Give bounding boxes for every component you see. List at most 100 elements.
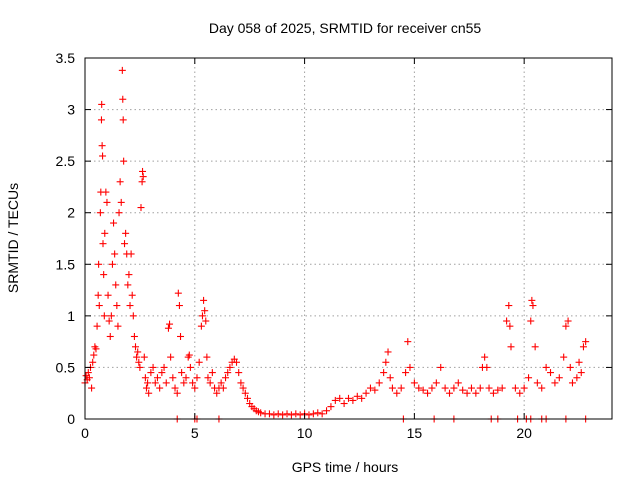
data-point — [206, 379, 214, 387]
data-point — [349, 396, 357, 404]
data-point — [560, 353, 568, 361]
data-point — [160, 363, 168, 371]
data-point — [144, 379, 152, 387]
data-point — [142, 384, 150, 392]
data-point — [175, 302, 183, 310]
data-point — [336, 394, 344, 402]
data-point — [224, 369, 232, 377]
data-point — [318, 410, 326, 418]
data-point — [195, 358, 203, 366]
data-point — [287, 411, 295, 419]
data-point — [241, 389, 249, 397]
data-point — [551, 379, 559, 387]
data-point — [296, 411, 304, 419]
data-point — [525, 374, 533, 382]
data-point — [345, 394, 352, 402]
data-point — [573, 374, 581, 382]
y-tick-label: 3.5 — [56, 50, 76, 66]
data-point — [138, 178, 146, 186]
data-point — [340, 400, 348, 408]
data-point — [531, 343, 539, 351]
data-point — [121, 240, 129, 248]
data-point — [201, 307, 209, 315]
data-point — [117, 198, 125, 206]
y-tick-label: 2 — [67, 205, 75, 221]
data-point — [208, 369, 216, 377]
data-point — [472, 389, 480, 397]
x-tick-label: 0 — [81, 425, 89, 441]
data-point — [529, 302, 537, 310]
data-point — [110, 219, 118, 227]
data-point — [139, 173, 147, 181]
data-point — [173, 389, 181, 397]
data-point — [171, 384, 179, 392]
data-point — [124, 281, 132, 289]
data-point — [120, 157, 128, 165]
data-point — [134, 348, 142, 356]
data-point — [189, 379, 197, 387]
data-point — [102, 188, 110, 196]
data-point — [507, 343, 515, 351]
data-point — [327, 403, 335, 411]
data-point — [114, 322, 122, 330]
data-point — [226, 363, 234, 371]
data-point — [103, 198, 111, 206]
data-point — [180, 379, 188, 387]
data-point — [118, 66, 126, 74]
data-point — [99, 240, 107, 248]
data-point — [235, 369, 243, 377]
data-point — [568, 379, 576, 387]
data-point — [305, 411, 313, 419]
data-point — [415, 384, 423, 392]
data-point — [397, 384, 405, 392]
data-point — [527, 317, 535, 325]
data-point — [424, 389, 432, 397]
data-point — [178, 369, 186, 377]
data-points — [81, 66, 590, 423]
data-point — [503, 317, 511, 325]
data-point — [191, 384, 199, 392]
data-point — [419, 386, 427, 394]
y-tick-label: 3 — [67, 102, 75, 118]
x-tick-label: 10 — [297, 425, 313, 441]
data-point — [174, 289, 182, 297]
data-point — [358, 394, 366, 402]
data-point — [382, 358, 390, 366]
y-tick-label: 1 — [67, 308, 75, 324]
data-point — [140, 353, 148, 361]
data-point — [404, 338, 412, 346]
data-point — [393, 389, 401, 397]
data-point — [104, 291, 112, 299]
data-point — [95, 302, 103, 310]
data-point — [139, 167, 147, 175]
data-point — [98, 142, 106, 150]
y-tick-label: 2.5 — [56, 153, 76, 169]
data-point — [119, 116, 127, 124]
data-point — [136, 363, 144, 371]
data-point — [167, 353, 175, 361]
data-point — [182, 374, 190, 382]
data-point — [149, 363, 157, 371]
data-point — [185, 351, 193, 359]
data-point — [467, 384, 475, 392]
x-tick-label: 5 — [191, 425, 199, 441]
data-point — [141, 374, 149, 382]
y-axis-label: SRMTID / TECUs — [5, 183, 21, 293]
data-point — [158, 369, 166, 377]
data-point — [566, 363, 574, 371]
data-point — [481, 353, 489, 361]
data-point — [498, 384, 506, 392]
data-point — [198, 312, 206, 320]
data-point — [119, 95, 127, 103]
data-point — [116, 178, 124, 186]
plot-frame — [84, 57, 613, 420]
data-point — [106, 332, 114, 340]
data-point — [111, 250, 119, 258]
data-point — [105, 317, 113, 325]
y-tick-label: 0 — [67, 411, 75, 427]
data-point — [292, 410, 300, 418]
data-point — [476, 384, 484, 392]
data-point — [257, 409, 265, 417]
data-point — [127, 250, 135, 258]
